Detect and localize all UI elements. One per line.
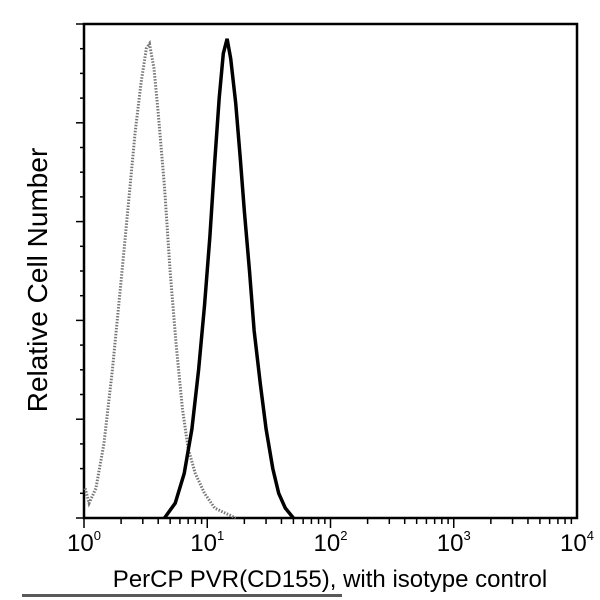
cropped-caption-text — [22, 592, 342, 600]
x-tick-label: 104 — [560, 528, 594, 557]
x-axis-ticks — [83, 518, 573, 528]
y-axis-ticks — [76, 23, 84, 519]
pvr-cd155-curve — [163, 38, 295, 520]
x-tick-label: 101 — [190, 528, 225, 557]
x-tick-label: 103 — [436, 528, 471, 557]
y-axis-label: Relative Cell Number — [22, 147, 53, 413]
x-tick-label: 102 — [313, 528, 348, 557]
isotype-control-curve — [83, 39, 237, 520]
x-axis-label: PerCP PVR(CD155), with isotype control — [112, 566, 548, 593]
x-tick-label: 100 — [67, 528, 101, 557]
